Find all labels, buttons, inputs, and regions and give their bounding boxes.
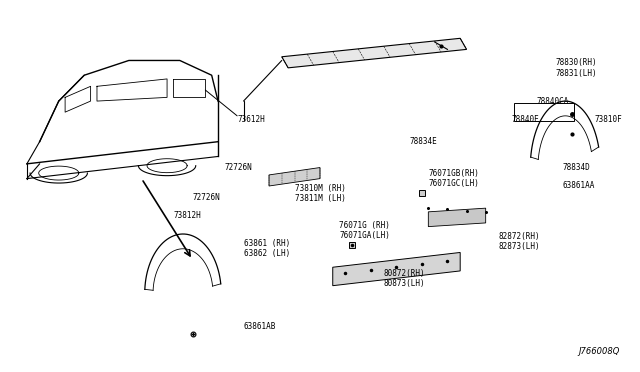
Text: 78834D: 78834D: [562, 163, 590, 172]
Text: 76071G (RH)
76071GA(LH): 76071G (RH) 76071GA(LH): [339, 221, 390, 240]
Text: J766008Q: J766008Q: [578, 347, 620, 356]
Text: 63861 (RH)
63862 (LH): 63861 (RH) 63862 (LH): [244, 239, 290, 259]
Polygon shape: [333, 253, 460, 286]
Text: 82872(RH)
82873(LH): 82872(RH) 82873(LH): [499, 232, 540, 251]
Text: 80872(RH)
80873(LH): 80872(RH) 80873(LH): [384, 269, 426, 288]
Text: 72726N: 72726N: [193, 193, 220, 202]
Text: 76071GB(RH)
76071GC(LH): 76071GB(RH) 76071GC(LH): [428, 169, 479, 188]
Text: 73810F: 73810F: [594, 115, 621, 124]
Text: 73810M (RH)
73811M (LH): 73810M (RH) 73811M (LH): [294, 184, 346, 203]
Text: 78834E: 78834E: [409, 137, 437, 146]
Text: 63861AB: 63861AB: [244, 322, 276, 331]
Text: 73612H: 73612H: [237, 115, 265, 124]
Polygon shape: [282, 38, 467, 68]
Polygon shape: [269, 167, 320, 186]
Text: 78840CA: 78840CA: [537, 97, 569, 106]
Polygon shape: [428, 208, 486, 227]
Text: 72726N: 72726N: [225, 163, 252, 172]
Text: 78830(RH)
78831(LH): 78830(RH) 78831(LH): [556, 58, 597, 77]
Text: 63861AA: 63861AA: [562, 182, 595, 190]
Text: 73812H: 73812H: [173, 211, 201, 220]
Text: 78840E: 78840E: [511, 115, 539, 124]
